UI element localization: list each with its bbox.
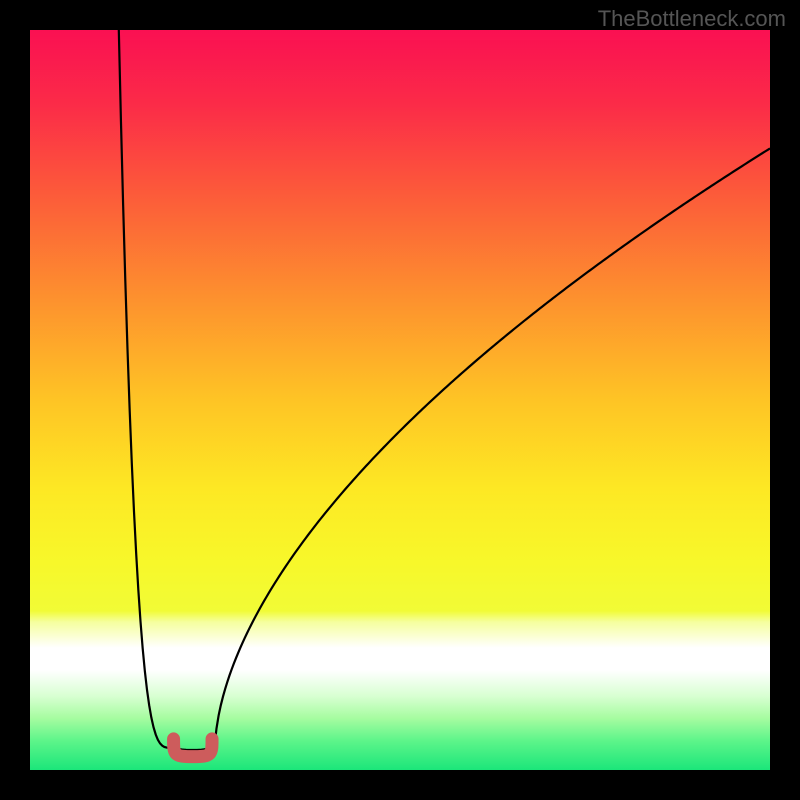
- watermark-text: TheBottleneck.com: [598, 6, 786, 32]
- valley-highlight: [174, 739, 212, 757]
- chart-container: TheBottleneck.com: [0, 0, 800, 800]
- chart-overlay-svg: [0, 0, 800, 800]
- bottleneck-curve: [119, 28, 770, 750]
